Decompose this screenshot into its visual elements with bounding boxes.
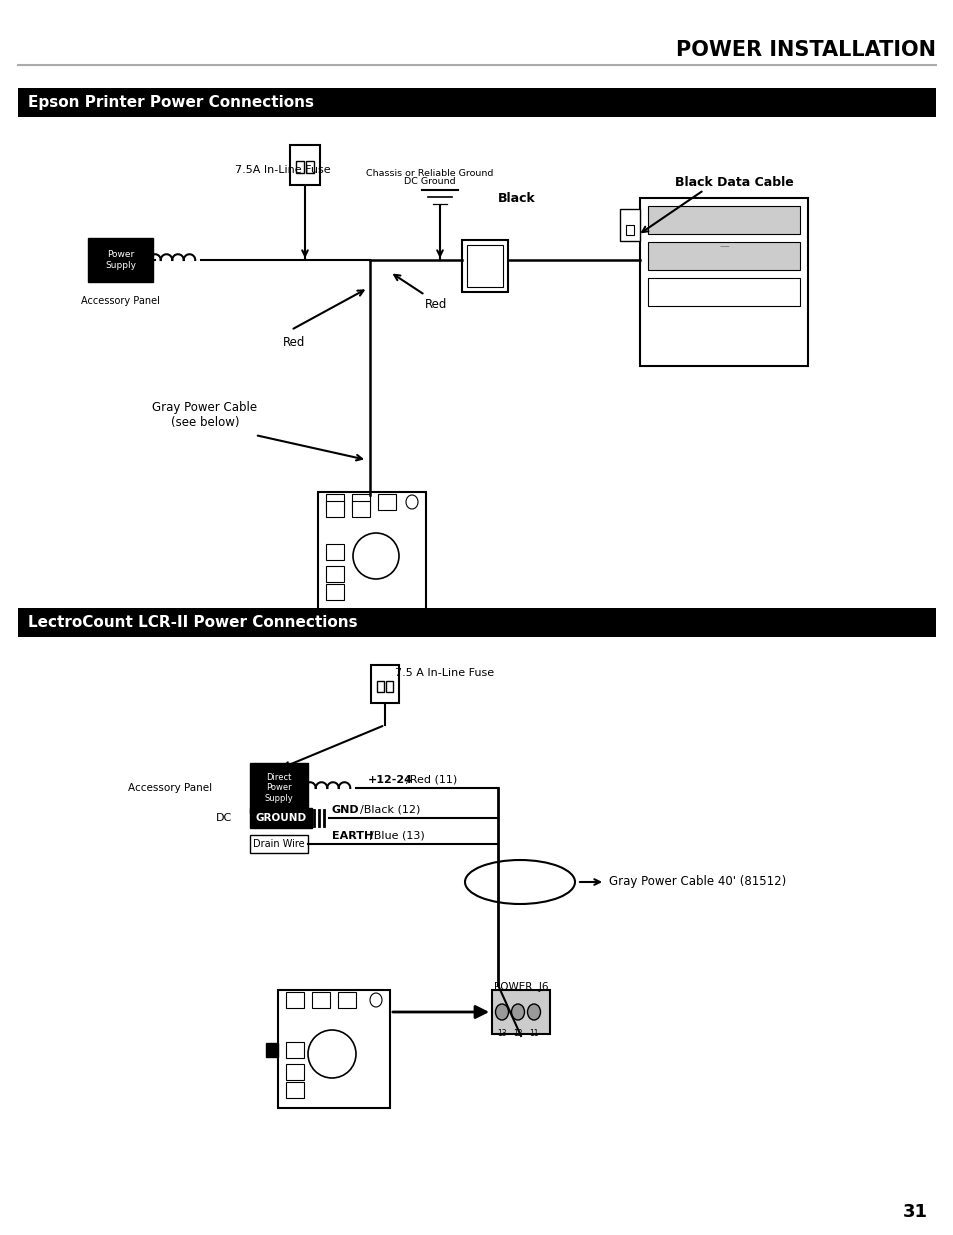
Bar	[286, 1082, 304, 1098]
Ellipse shape	[464, 860, 575, 904]
Text: 12: 12	[513, 1029, 522, 1037]
Text: DC: DC	[215, 813, 232, 823]
Text: Power
Supply: Power Supply	[105, 251, 136, 269]
Text: Epson Printer Power Connections: Epson Printer Power Connections	[28, 95, 314, 110]
Text: Direct
Power
Supply: Direct Power Supply	[264, 773, 294, 803]
Text: Black Data Cable: Black Data Cable	[674, 175, 793, 189]
Bar	[295, 161, 304, 173]
Bar	[250, 763, 308, 813]
Ellipse shape	[370, 993, 381, 1007]
Bar	[326, 566, 344, 582]
Ellipse shape	[495, 1004, 508, 1020]
Bar	[625, 225, 634, 235]
Text: 31: 31	[902, 1203, 927, 1221]
Bar	[467, 245, 502, 287]
Ellipse shape	[511, 1004, 524, 1020]
Bar	[290, 144, 319, 185]
Bar	[326, 501, 344, 517]
Bar	[18, 608, 935, 637]
Text: LectroCount LCR-II Power Connections: LectroCount LCR-II Power Connections	[28, 615, 357, 630]
Bar	[312, 992, 330, 1008]
Text: DC Ground: DC Ground	[404, 177, 456, 186]
Text: POWER  J6: POWER J6	[494, 982, 548, 992]
Bar	[492, 990, 550, 1034]
Bar	[352, 501, 370, 517]
Bar	[639, 198, 807, 366]
Ellipse shape	[353, 534, 398, 579]
Text: /Black (12): /Black (12)	[359, 805, 420, 815]
Bar	[461, 240, 507, 291]
Bar	[337, 992, 355, 1008]
Bar	[18, 88, 935, 117]
Ellipse shape	[406, 495, 417, 509]
Bar	[326, 494, 344, 510]
Bar	[250, 835, 308, 853]
Bar	[250, 808, 312, 827]
Text: GND: GND	[332, 805, 359, 815]
Text: GROUND: GROUND	[255, 813, 306, 823]
Bar	[286, 992, 304, 1008]
Bar	[647, 278, 800, 306]
Bar	[286, 1042, 304, 1058]
Bar	[647, 206, 800, 233]
Text: /Blue (13): /Blue (13)	[370, 831, 424, 841]
Bar	[286, 1065, 304, 1079]
Text: Accessory Panel: Accessory Panel	[128, 783, 212, 793]
Text: +12-24: +12-24	[368, 776, 413, 785]
Bar	[88, 238, 152, 282]
Text: 7.5 A In-Line Fuse: 7.5 A In-Line Fuse	[395, 668, 494, 678]
Bar	[326, 543, 344, 559]
Text: /Red (11): /Red (11)	[406, 776, 456, 785]
Bar	[317, 492, 426, 610]
Bar	[371, 664, 398, 703]
Bar	[266, 1044, 277, 1057]
Text: Red: Red	[283, 336, 305, 348]
Bar	[377, 494, 395, 510]
Text: Black: Black	[497, 191, 536, 205]
Bar	[352, 494, 370, 510]
Text: Red: Red	[424, 299, 447, 311]
Ellipse shape	[308, 1030, 355, 1078]
Text: Drain Wire: Drain Wire	[253, 839, 305, 848]
Text: Gray Power Cable 40' (81512): Gray Power Cable 40' (81512)	[608, 876, 785, 888]
Text: Chassis or Reliable Ground: Chassis or Reliable Ground	[366, 169, 493, 178]
Bar	[326, 584, 344, 600]
Bar	[376, 680, 384, 692]
Bar	[306, 161, 314, 173]
Text: 11: 11	[529, 1029, 538, 1037]
Text: —: —	[719, 241, 728, 251]
Bar	[619, 209, 639, 241]
Text: EARTH: EARTH	[332, 831, 373, 841]
Bar	[647, 242, 800, 270]
Ellipse shape	[527, 1004, 540, 1020]
Bar	[277, 990, 390, 1108]
Text: POWER INSTALLATION: POWER INSTALLATION	[676, 40, 935, 61]
Text: 7.5A In-Line Fuse: 7.5A In-Line Fuse	[234, 165, 331, 175]
Bar	[386, 680, 393, 692]
Text: Gray Power Cable
(see below): Gray Power Cable (see below)	[152, 401, 257, 429]
Text: Accessory Panel: Accessory Panel	[81, 296, 160, 306]
Text: 13: 13	[497, 1029, 506, 1037]
